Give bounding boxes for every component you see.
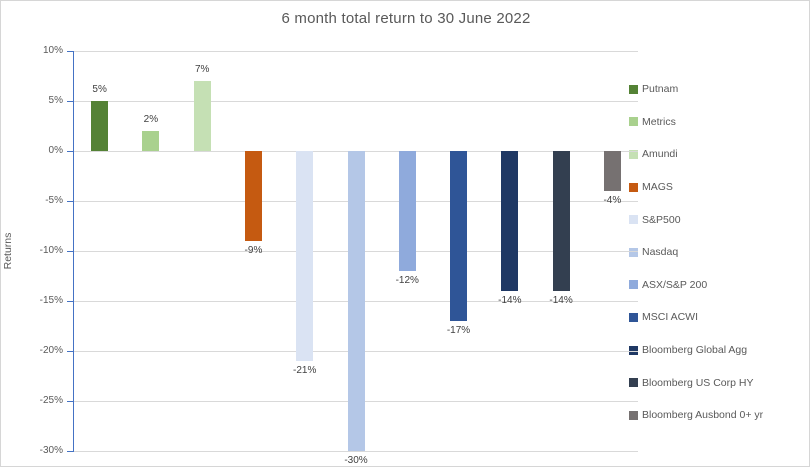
bar-mags xyxy=(244,151,262,241)
bar-msci-acwi xyxy=(450,151,468,321)
y-tick-label: -30% xyxy=(39,445,63,456)
y-tick-label: 5% xyxy=(48,95,63,106)
y-axis-tick xyxy=(67,201,73,202)
bar-amundi xyxy=(193,81,211,151)
bar-bloomberg-us-corp-hy xyxy=(552,151,570,291)
bar-value-label: -21% xyxy=(293,365,317,376)
legend-swatch xyxy=(629,345,638,355)
y-tick-label: 10% xyxy=(42,45,63,56)
legend-label: Bloomberg US Corp HY xyxy=(642,376,754,389)
legend-swatch xyxy=(629,117,638,127)
legend-label: Putnam xyxy=(642,83,679,96)
bar-value-label: -14% xyxy=(549,295,573,306)
legend-item: Amundi xyxy=(629,138,763,171)
legend-label: S&P500 xyxy=(642,213,681,226)
bar-metrics xyxy=(142,131,160,151)
bar-value-label: -14% xyxy=(498,295,522,306)
bar-bloomberg-ausbond-0-yr xyxy=(603,151,621,191)
legend-item: Nasdaq xyxy=(629,236,763,269)
legend-label: ASX/S&P 200 xyxy=(642,278,708,291)
y-axis-tick xyxy=(67,301,73,302)
bar-value-label: -12% xyxy=(395,275,419,286)
y-axis-line xyxy=(73,51,74,452)
legend-label: Bloomberg Global Agg xyxy=(642,344,748,357)
bar-value-label: 7% xyxy=(194,64,210,75)
bar-bloomberg-global-agg xyxy=(501,151,519,291)
y-axis-tick xyxy=(67,351,73,352)
legend-item: ASX/S&P 200 xyxy=(629,269,763,302)
legend-item: MAGS xyxy=(629,171,763,204)
legend-label: Metrics xyxy=(642,115,676,128)
legend-swatch xyxy=(629,182,638,192)
y-tick-label: -25% xyxy=(39,395,63,406)
legend-label: MSCI ACWI xyxy=(642,311,699,324)
legend-swatch xyxy=(629,312,638,322)
bar-asx-s-p-200 xyxy=(398,151,416,271)
y-axis-tick xyxy=(67,51,73,52)
legend-swatch xyxy=(629,149,638,159)
legend-item: MSCI ACWI xyxy=(629,301,763,334)
bar-value-label: 2% xyxy=(143,114,159,125)
legend-item: Metrics xyxy=(629,106,763,139)
legend-item: Bloomberg US Corp HY xyxy=(629,366,763,399)
bar-value-label: -17% xyxy=(446,325,471,336)
legend-item: S&P500 xyxy=(629,203,763,236)
gridline xyxy=(74,451,638,452)
gridline xyxy=(74,51,638,52)
y-tick-label: -10% xyxy=(39,245,63,256)
legend-swatch xyxy=(629,215,638,225)
chart-title: 6 month total return to 30 June 2022 xyxy=(281,10,531,27)
gridline xyxy=(74,101,638,102)
y-tick-label: 0% xyxy=(48,145,63,156)
y-tick-label: -20% xyxy=(39,345,63,356)
legend-item: Bloomberg Global Agg xyxy=(629,334,763,367)
legend-swatch xyxy=(629,84,638,94)
legend-item: Bloomberg Ausbond 0+ yr xyxy=(629,399,763,432)
legend-label: Nasdaq xyxy=(642,246,679,259)
legend-swatch xyxy=(629,378,638,388)
legend: Putnam Metrics Amundi MAGS S&P500 Nasdaq ASX/S… xyxy=(629,73,763,432)
legend-swatch xyxy=(629,280,638,290)
y-tick-label: -5% xyxy=(45,195,63,206)
bar-value-label: -9% xyxy=(244,245,263,256)
y-axis-tick xyxy=(67,101,73,102)
y-axis-tick xyxy=(67,151,73,152)
bar-value-label: -4% xyxy=(603,195,622,206)
legend-swatch xyxy=(629,410,638,420)
bar-s-p500 xyxy=(296,151,314,361)
bar-nasdaq xyxy=(347,151,365,451)
y-axis-tick xyxy=(67,401,73,402)
legend-swatch xyxy=(629,247,638,257)
bar-putnam xyxy=(91,101,109,151)
y-axis-tick xyxy=(67,451,73,452)
y-tick-label: -15% xyxy=(39,295,63,306)
legend-label: Amundi xyxy=(642,148,678,161)
bar-value-label: -30% xyxy=(344,455,368,466)
bar-value-label: 5% xyxy=(92,84,107,95)
y-axis-tick xyxy=(67,251,73,252)
legend-label: MAGS xyxy=(642,181,673,194)
legend-label: Bloomberg Ausbond 0+ yr xyxy=(642,409,764,422)
legend-item: Putnam xyxy=(629,73,763,106)
